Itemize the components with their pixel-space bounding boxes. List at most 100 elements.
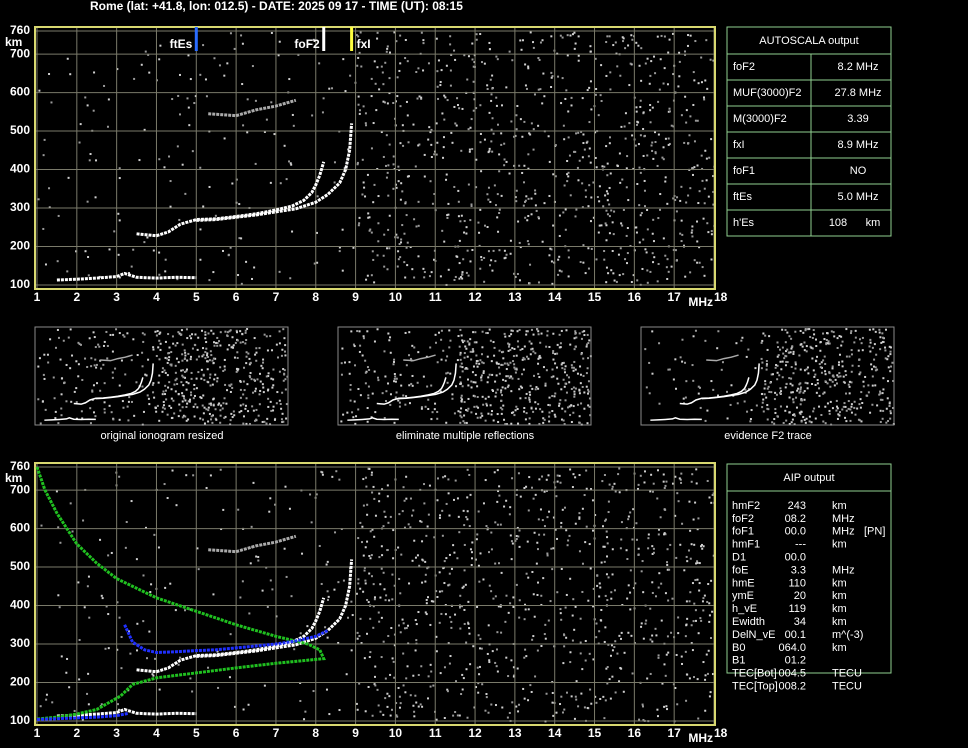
noise-dot [398, 69, 401, 72]
noise-dot [480, 376, 483, 379]
noise-dot [463, 524, 466, 527]
noise-dot [413, 710, 416, 713]
noise-dot [481, 683, 484, 686]
noise-dot [628, 122, 631, 125]
x-tick-label: 16 [628, 290, 642, 304]
noise-dot [541, 102, 544, 105]
noise-dot [578, 550, 581, 553]
noise-dot [129, 652, 132, 655]
noise-dot [672, 197, 675, 200]
noise-dot [362, 335, 365, 338]
noise-dot [462, 677, 465, 680]
noise-dot [223, 397, 226, 400]
marker-label: ftEs [170, 37, 193, 51]
noise-dot [403, 261, 406, 264]
noise-dot [618, 152, 621, 155]
noise-dot [383, 265, 386, 268]
noise-dot [525, 485, 528, 488]
noise-dot [620, 631, 623, 634]
noise-dot [496, 193, 499, 196]
noise-dot [851, 364, 854, 367]
noise-dot [880, 341, 883, 344]
noise-dot [870, 363, 873, 366]
noise-dot [654, 141, 657, 144]
noise-dot [586, 140, 589, 143]
noise-dot [874, 330, 877, 333]
noise-dot [784, 409, 787, 412]
noise-dot [357, 582, 360, 585]
noise-dot [68, 686, 71, 689]
noise-dot [255, 347, 258, 350]
noise-dot [850, 381, 853, 384]
noise-dot [832, 375, 835, 378]
noise-dot [494, 562, 497, 565]
noise-dot [479, 267, 482, 270]
noise-dot [500, 399, 503, 402]
noise-dot [429, 685, 432, 688]
noise-dot [666, 258, 669, 261]
noise-dot [836, 346, 839, 349]
noise-dot [614, 41, 617, 44]
noise-dot [701, 600, 704, 603]
noise-dot [436, 417, 439, 420]
noise-dot [497, 362, 500, 365]
noise-dot [217, 403, 220, 406]
noise-dot [538, 376, 541, 379]
noise-dot [397, 686, 400, 689]
noise-dot [215, 418, 218, 421]
noise-dot [207, 409, 210, 412]
noise-dot [487, 186, 490, 189]
noise-dot [857, 418, 860, 421]
noise-dot [779, 405, 782, 408]
noise-dot [211, 414, 214, 417]
noise-dot [431, 411, 434, 414]
noise-dot [401, 190, 404, 193]
noise-dot [881, 398, 884, 401]
noise-dot [618, 634, 621, 637]
x-tick-label: 6 [233, 726, 240, 740]
noise-dot [148, 403, 151, 406]
noise-dot [471, 148, 474, 151]
noise-dot [466, 78, 469, 81]
noise-dot [521, 171, 524, 174]
noise-dot [181, 343, 184, 346]
noise-dot [459, 421, 462, 424]
noise-dot [414, 619, 417, 622]
noise-dot [666, 277, 669, 280]
noise-dot [680, 655, 683, 658]
noise-dot [57, 526, 60, 529]
noise-dot [71, 354, 74, 357]
noise-dot [388, 77, 391, 80]
noise-dot [761, 406, 764, 409]
noise-dot [530, 407, 533, 410]
noise-dot [773, 398, 776, 401]
noise-dot [447, 213, 450, 216]
noise-dot [54, 417, 57, 420]
noise-dot [534, 352, 537, 355]
noise-dot [823, 355, 826, 358]
noise-dot [811, 383, 814, 386]
noise-dot [558, 346, 561, 349]
noise-dot [554, 392, 557, 395]
noise-dot [568, 154, 571, 157]
noise-dot [208, 402, 211, 405]
noise-dot [844, 416, 847, 419]
noise-dot [53, 397, 56, 400]
noise-dot [297, 53, 300, 56]
noise-dot [527, 699, 530, 702]
noise-dot [604, 594, 607, 597]
noise-dot [606, 599, 609, 602]
noise-dot [561, 362, 564, 365]
noise-dot [646, 677, 649, 680]
noise-dot [112, 333, 115, 336]
noise-dot [515, 535, 518, 538]
noise-dot [674, 475, 677, 478]
noise-dot [469, 663, 472, 666]
noise-dot [518, 164, 521, 167]
noise-dot [795, 406, 798, 409]
noise-dot [56, 328, 59, 331]
noise-dot [494, 204, 497, 207]
noise-dot [605, 209, 608, 212]
noise-dot [523, 345, 526, 348]
noise-dot [427, 675, 430, 678]
